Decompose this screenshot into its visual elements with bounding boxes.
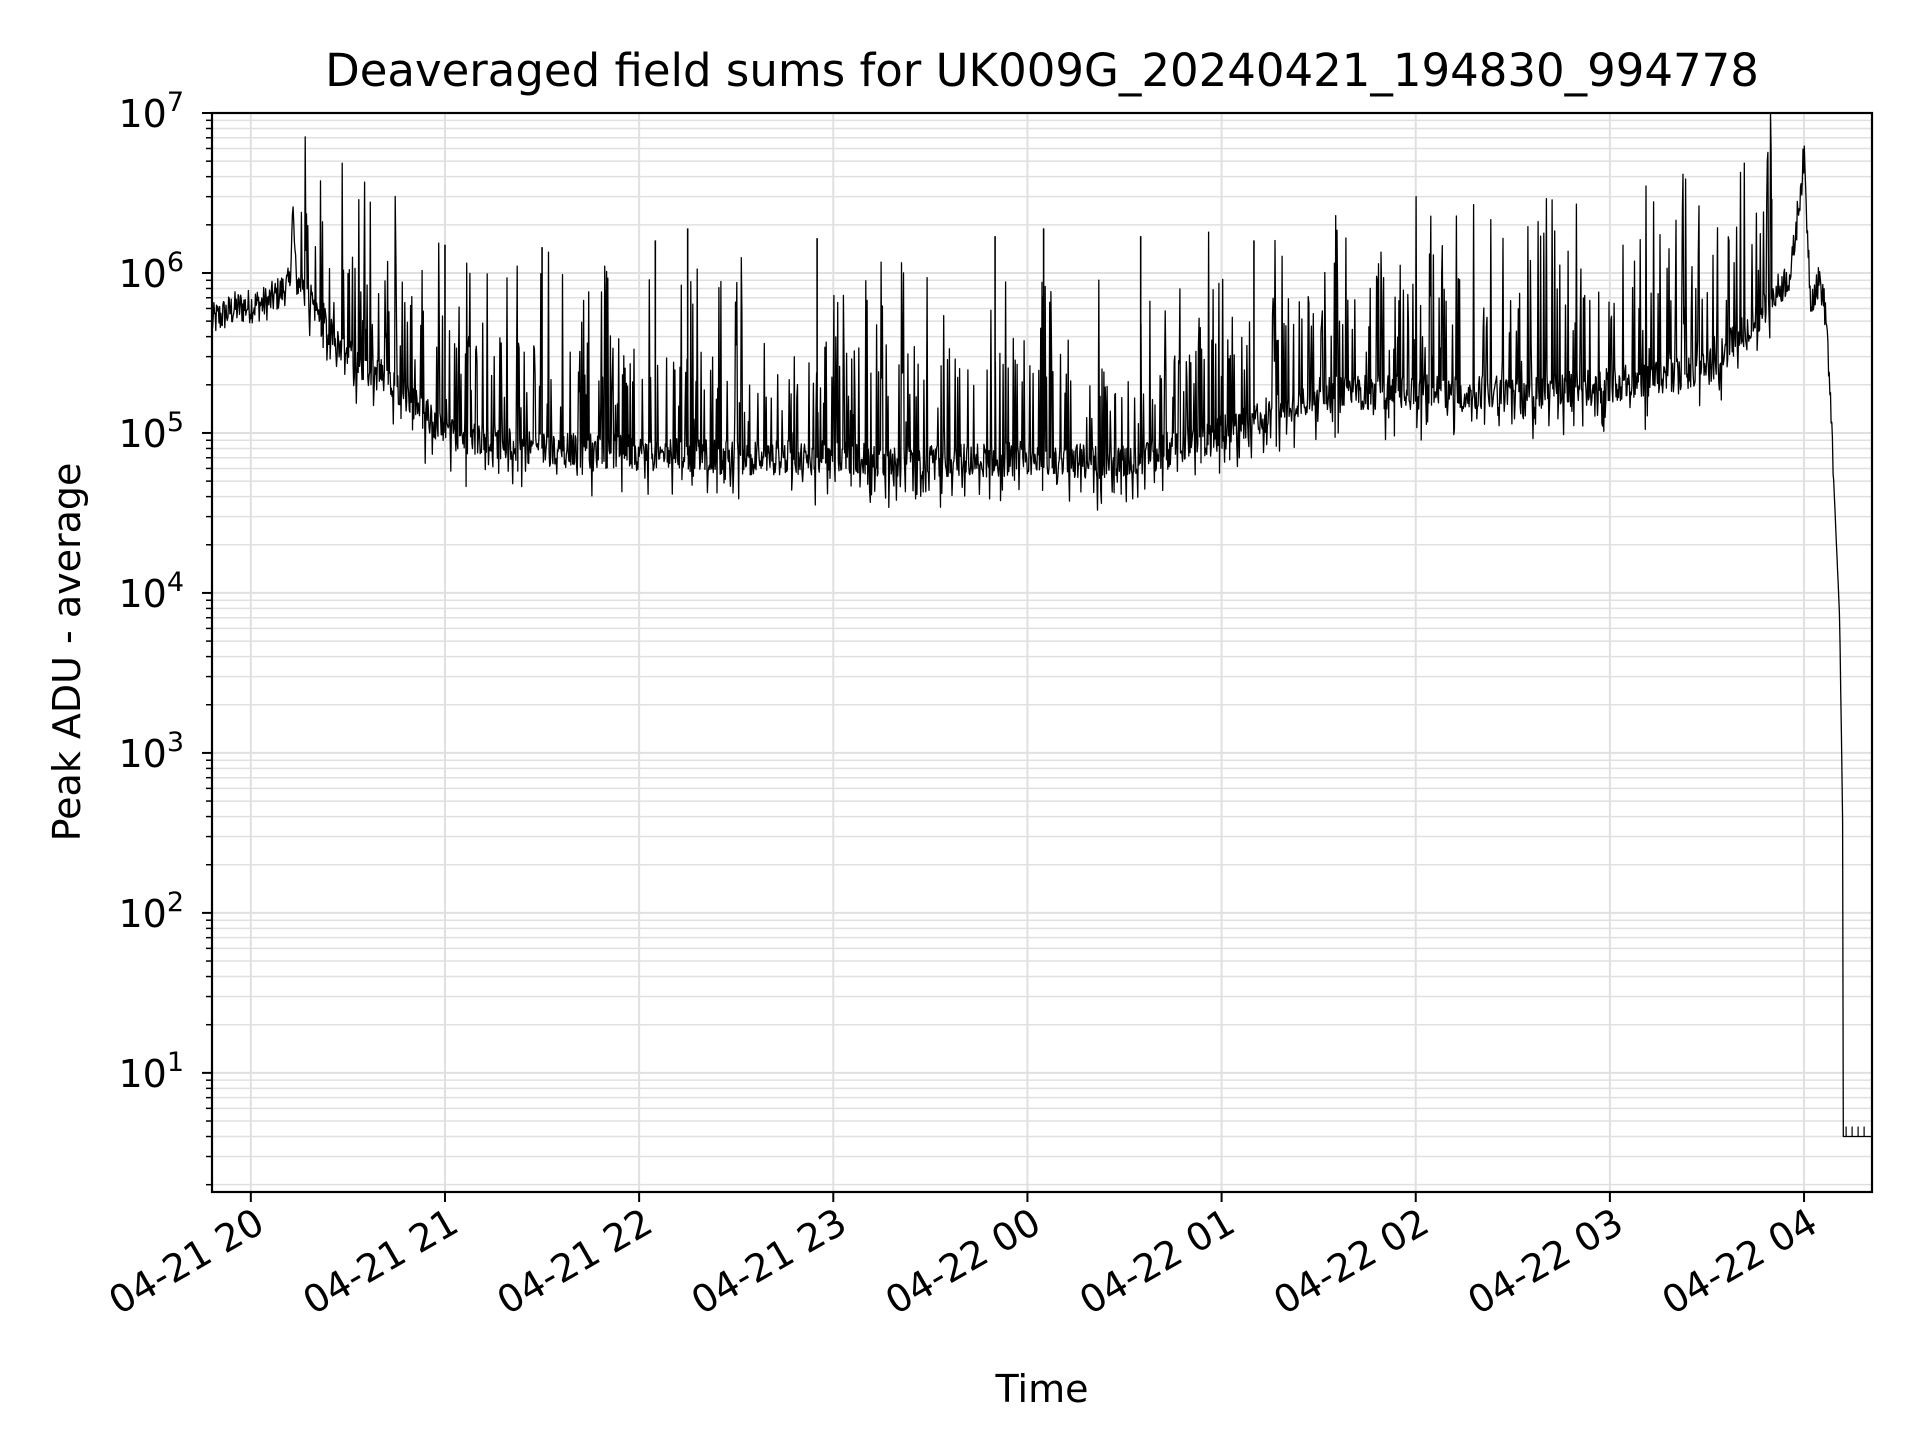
y-tick-label: 102	[118, 887, 184, 936]
y-tick-base: 10	[118, 92, 166, 136]
y-tick-exponent: 1	[167, 1047, 184, 1078]
minor-gridlines	[212, 119, 1872, 1186]
y-tick-label: 104	[118, 567, 184, 616]
y-tick-label: 106	[118, 247, 184, 296]
y-tick-base: 10	[118, 892, 166, 936]
plot-frame	[210, 111, 1874, 1194]
y-tick-label: 105	[118, 407, 184, 456]
x-axis-label: Time	[995, 1367, 1089, 1411]
y-tick-label: 101	[118, 1047, 184, 1096]
y-tick-exponent: 4	[167, 567, 184, 598]
y-tick-exponent: 7	[167, 87, 184, 118]
y-tick-exponent: 2	[167, 887, 184, 918]
y-tick-base: 10	[118, 732, 166, 776]
y-tick-exponent: 6	[167, 247, 184, 278]
y-tick-exponent: 5	[167, 407, 184, 438]
y-tick-base: 10	[118, 412, 166, 456]
y-tick-base: 10	[118, 572, 166, 616]
y-tick-label: 107	[118, 87, 184, 136]
y-axis-label: Peak ADU - average	[45, 463, 89, 842]
chart-title: Deaveraged field sums for UK009G_2024042…	[325, 44, 1759, 97]
y-tick-base: 10	[118, 252, 166, 296]
series-group	[211, 112, 1873, 1138]
y-tick-exponent: 3	[167, 727, 184, 758]
y-tick-label: 103	[118, 727, 184, 776]
series-line	[211, 112, 1873, 1138]
y-tick-base: 10	[118, 1052, 166, 1096]
